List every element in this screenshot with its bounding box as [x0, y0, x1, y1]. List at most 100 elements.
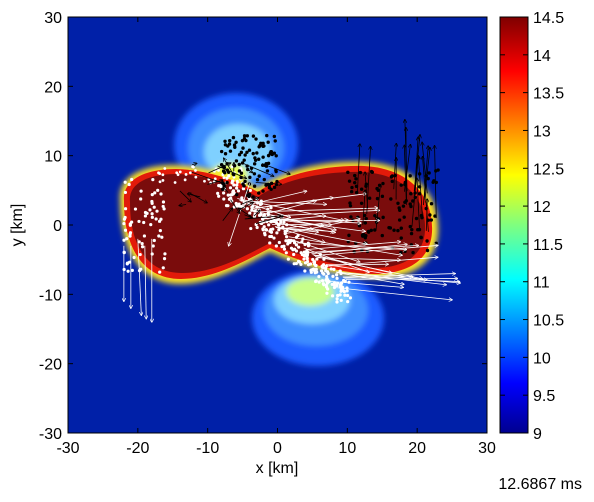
white-point — [225, 176, 229, 180]
white-point — [152, 238, 156, 243]
black-point — [270, 152, 274, 157]
y-tick-label: 30 — [44, 10, 62, 27]
white-point — [184, 173, 188, 176]
white-point — [151, 244, 155, 248]
white-point — [305, 259, 310, 264]
black-point — [409, 204, 413, 209]
white-point — [330, 282, 334, 286]
white-point — [329, 267, 333, 271]
black-point — [357, 224, 362, 228]
black-point — [251, 195, 255, 199]
white-point — [150, 193, 154, 197]
white-point — [145, 211, 149, 215]
white-point — [269, 206, 273, 210]
black-arrow — [406, 128, 407, 201]
white-point — [139, 197, 143, 201]
white-point — [289, 246, 294, 250]
white-point — [228, 186, 233, 190]
black-arrow — [242, 162, 274, 176]
white-point — [138, 252, 142, 257]
white-point — [122, 221, 126, 226]
white-point — [130, 268, 134, 272]
white-point — [178, 170, 182, 174]
white-point — [248, 188, 252, 193]
white-point — [241, 187, 246, 191]
white-point — [294, 261, 298, 266]
x-tick-label: 30 — [478, 440, 496, 457]
white-point — [305, 249, 309, 253]
black-point — [272, 185, 277, 190]
white-point — [130, 177, 134, 182]
white-point — [133, 207, 138, 211]
x-tick-label: 10 — [338, 440, 356, 457]
white-arrow — [237, 198, 343, 221]
black-arrow — [422, 142, 428, 194]
black-point — [346, 170, 350, 175]
black-point — [241, 182, 245, 186]
white-point — [305, 253, 310, 257]
white-arrow — [314, 255, 422, 278]
white-arrow — [313, 245, 438, 256]
black-arrow — [375, 184, 380, 231]
white-point — [150, 199, 154, 204]
black-point — [359, 187, 364, 191]
black-point — [234, 140, 238, 144]
black-point — [257, 174, 261, 178]
white-points — [122, 165, 353, 304]
black-point — [269, 150, 274, 154]
white-arrow — [333, 287, 452, 299]
white-point — [222, 197, 226, 201]
black-point — [225, 180, 229, 185]
white-point — [325, 291, 329, 295]
black-point — [239, 150, 244, 155]
white-point — [176, 173, 180, 177]
colorbar-ticks: 9 9.5 10 10.5 11 11.5 12 12.5 13 13.5 14 14.5 — [500, 10, 564, 443]
black-arrow — [222, 208, 233, 221]
white-point — [139, 189, 143, 193]
black-point — [252, 172, 257, 176]
black-arrow — [417, 178, 420, 229]
white-point — [296, 233, 300, 238]
black-point — [253, 158, 258, 162]
white-point — [235, 204, 239, 208]
white-point — [264, 228, 269, 232]
white-point — [312, 260, 316, 265]
white-arrow — [274, 226, 367, 245]
white-point — [123, 215, 127, 220]
white-point — [255, 225, 259, 230]
black-point — [399, 226, 403, 230]
black-arrow — [404, 145, 407, 205]
white-point — [226, 204, 230, 208]
black-point — [261, 141, 265, 146]
black-arrow — [362, 190, 365, 226]
white-point — [315, 270, 319, 274]
black-point — [223, 171, 227, 175]
white-point — [232, 175, 236, 179]
white-point — [250, 208, 254, 212]
white-point — [303, 269, 307, 273]
white-point — [275, 231, 279, 235]
black-point — [369, 169, 374, 174]
white-point — [272, 236, 276, 240]
black-arrow — [244, 216, 281, 220]
black-point — [232, 164, 237, 168]
black-point — [228, 138, 232, 143]
white-point — [235, 183, 239, 187]
black-point — [375, 186, 379, 191]
white-point — [335, 283, 339, 288]
x-tick-label: -30 — [56, 440, 79, 457]
black-point — [264, 183, 268, 187]
white-arrow — [239, 199, 290, 217]
white-point — [231, 192, 235, 196]
black-point — [427, 171, 431, 175]
white-arrow — [137, 238, 141, 315]
white-point — [299, 251, 303, 255]
white-point — [321, 271, 325, 275]
white-point — [194, 169, 197, 172]
white-point — [332, 267, 336, 271]
black-point — [364, 216, 368, 221]
black-point — [223, 139, 227, 143]
white-point — [158, 180, 162, 184]
black-arrow — [217, 165, 246, 178]
black-point — [348, 201, 352, 205]
